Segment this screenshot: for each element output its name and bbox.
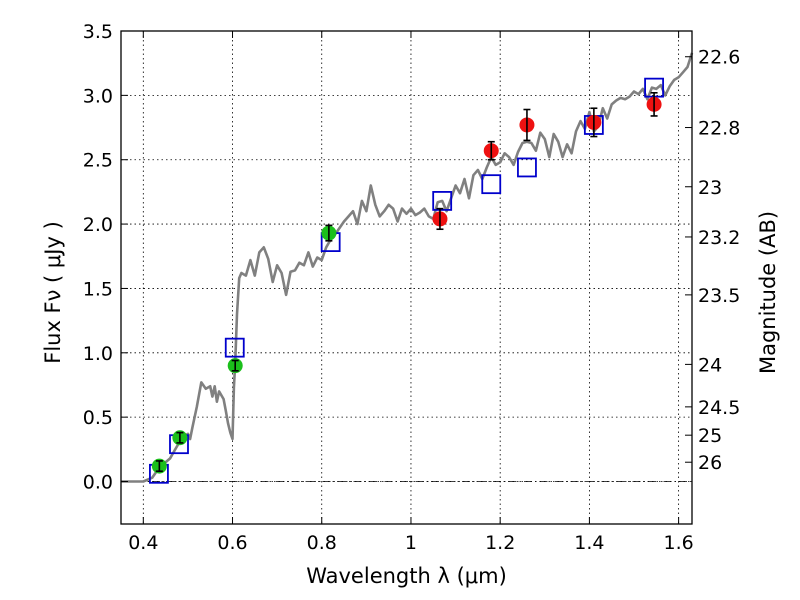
model-box-marker [224,337,245,358]
model-box-marker [481,174,502,195]
model-box-marker [432,191,453,211]
right-tick-label: 22.6 [698,47,740,69]
x-tick-label: 0.4 [128,532,158,554]
y-axis-label: Flux Fν ( μJy ) [41,221,65,364]
y-tick-label: 3.5 [83,21,113,43]
y-tick-label: 1.5 [83,278,113,300]
right-tick-label: 23.2 [698,227,740,249]
x-axis-label: Wavelength λ (μm) [306,564,507,588]
y-tick-label: 0.0 [83,472,113,494]
right-tick-label: 23.5 [698,285,740,307]
y-tick-label: 2.5 [83,150,113,172]
right-tick-label: 24 [698,354,722,376]
model-box-marker [517,157,537,178]
right-tick-label: 25 [698,425,722,447]
x-tick-label: 1.6 [664,532,694,554]
y-tick-label: 3.0 [83,85,113,107]
y-tick-label: 0.5 [83,407,113,429]
right-axis-label: Magnitude (AB) [756,211,780,374]
right-tick-label: 22.8 [698,118,740,140]
y-tick-label: 2.0 [83,214,113,236]
x-tick-label: 0.6 [217,532,247,554]
x-tick-label: 0.8 [307,532,337,554]
right-tick-label: 26 [698,452,722,474]
right-tick-label: 23 [698,177,722,199]
y-tick-label: 1.0 [83,343,113,365]
grid-lines [121,30,692,524]
photometry-point-layer [151,91,662,474]
right-tick-label: 24.5 [698,397,740,419]
x-tick-label: 1 [405,532,417,554]
x-axis-ticks: 0.4 0.6 0.8 1 1.2 1.4 1.6 [128,31,694,554]
x-tick-label: 1.2 [485,532,515,554]
y-axis-ticks: 0.0 0.5 1.0 1.5 2.0 2.5 3.0 3.5 [83,21,128,494]
right-axis-ticks: 22.6 22.8 23 23.2 23.5 24 24.5 25 26 [685,47,740,474]
x-tick-label: 1.4 [574,532,604,554]
plot-frame [120,30,693,525]
